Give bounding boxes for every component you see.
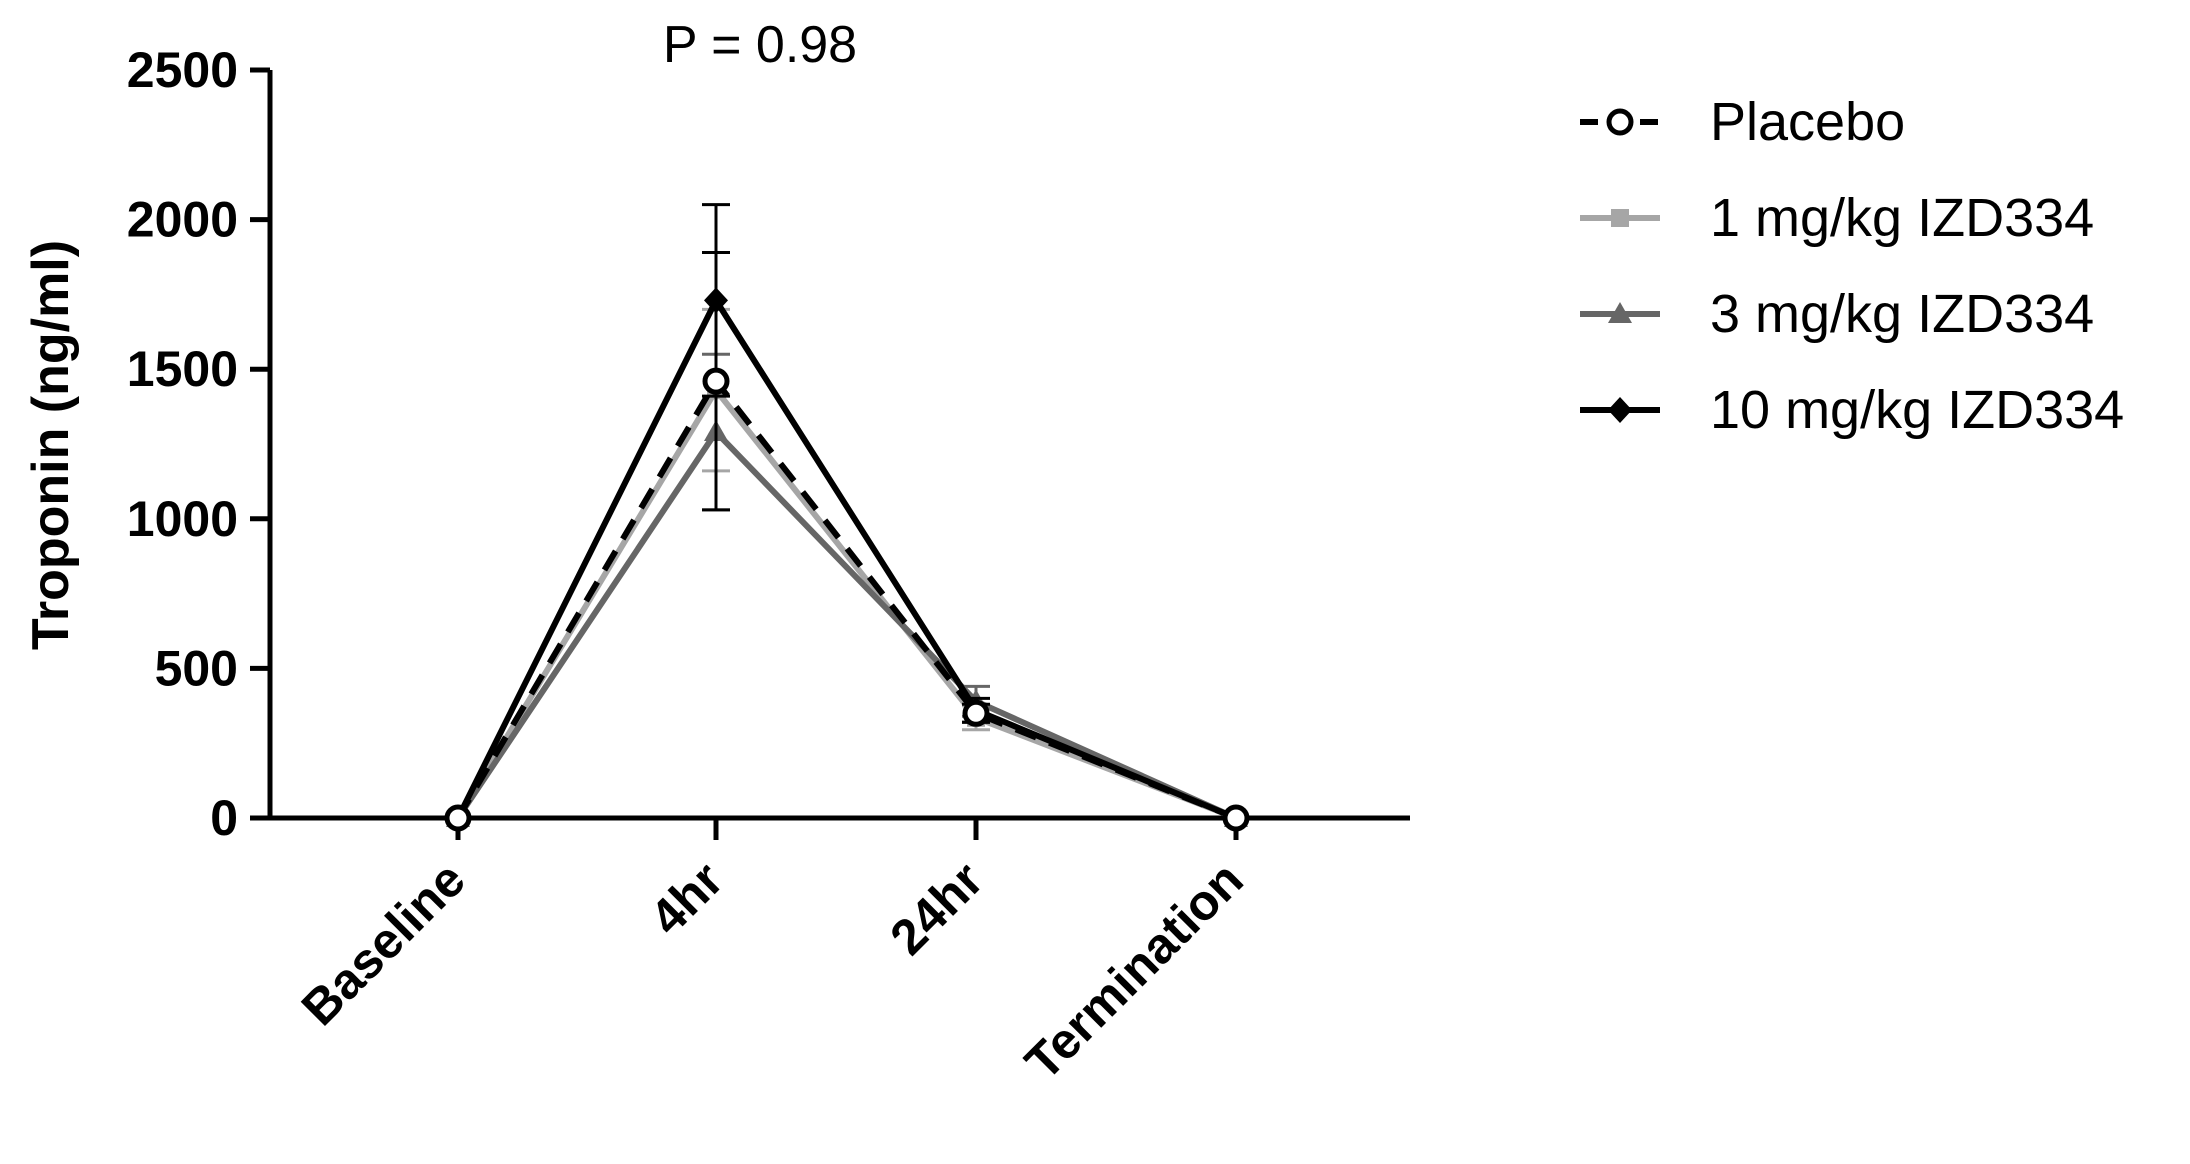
series-group [444,203,1250,832]
y-tick-label: 500 [155,640,238,696]
series-line [455,297,1238,821]
x-tick-label: 4hr [639,851,734,946]
legend-label: 1 mg/kg IZD334 [1710,188,2094,248]
y-tick-label: 2500 [127,42,238,98]
legend-item: 1 mg/kg IZD334 [1580,188,2094,248]
x-tick-label: Termination [1014,851,1253,1090]
y-tick-label: 0 [210,790,238,846]
series-placebo [444,251,1250,832]
y-tick-label: 1000 [127,491,238,547]
axes [267,70,1410,821]
p-value-annotation: P = 0.98 [663,16,857,74]
series-line [455,378,1238,821]
y-tick-label: 1500 [127,341,238,397]
series-line [455,429,1238,821]
y-tick-label: 2000 [127,192,238,248]
x-tick-label: 24hr [879,851,993,965]
legend-label: 3 mg/kg IZD334 [1710,284,2094,344]
series-10-mg-kg-izd334 [446,203,1248,831]
series-3-mg-kg-izd334 [446,352,1248,827]
legend-label: Placebo [1710,92,1905,152]
legend-swatch-marker [1608,302,1632,323]
legend-swatch-marker [1611,209,1629,227]
legend-item: 10 mg/kg IZD334 [1580,380,2124,440]
data-point [702,367,730,395]
x-axis-ticks: Baseline 4hr 24hr Termination [291,818,1254,1090]
legend-item: Placebo [1580,92,1905,152]
legend-item: 3 mg/kg IZD334 [1580,284,2094,344]
y-axis-title: Troponin (ng/ml) [22,240,80,650]
legend-swatch-marker [1606,108,1634,136]
legend-label: 10 mg/kg IZD334 [1710,380,2124,440]
data-point [962,699,990,727]
series-line [455,387,1238,821]
data-point [444,804,472,832]
x-tick-label: Baseline [291,851,476,1036]
data-point [1222,804,1250,832]
y-axis-ticks: 0 500 1000 1500 2000 2500 [127,42,270,846]
legend-swatch-marker [1608,397,1632,423]
legend: Placebo 1 mg/kg IZD334 3 mg/kg IZD334 10 mg… [1580,92,2124,440]
